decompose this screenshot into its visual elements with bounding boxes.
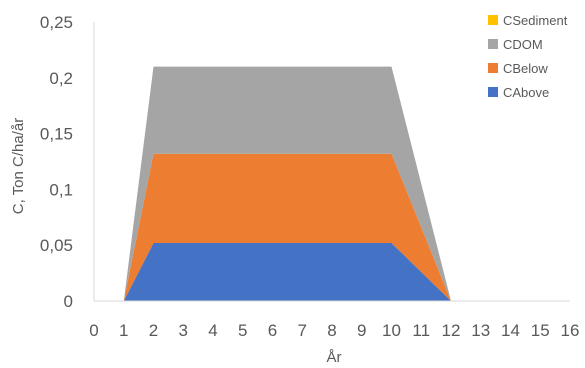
x-tick-label: 10 (382, 321, 401, 340)
legend-label-cdom: CDOM (503, 37, 543, 52)
x-tick-label: 14 (501, 321, 520, 340)
tick-labels-group: 0 1 2 3 4 5 6 7 8 9 10 11 12 13 14 15 1600,050,10,150,20… (40, 13, 580, 340)
axes-group (93, 22, 570, 302)
x-tick-label: 5 (238, 321, 247, 340)
x-tick-label: 16 (561, 321, 580, 340)
legend-label-csediment: CSediment (503, 13, 568, 28)
x-tick-label: 2 (149, 321, 158, 340)
area-series-group (94, 66, 570, 301)
y-tick-label: 0,2 (49, 69, 73, 88)
x-tick-label: 8 (327, 321, 336, 340)
y-tick-label: 0,1 (49, 180, 73, 199)
legend-swatch-csediment (488, 15, 498, 25)
x-axis-title: År (327, 349, 342, 366)
area-cabove (94, 243, 570, 301)
y-tick-label: 0 (64, 292, 73, 311)
x-tick-label: 6 (268, 321, 277, 340)
area-cbelow (94, 153, 570, 301)
legend-swatch-cabove (488, 87, 498, 97)
x-tick-label: 3 (179, 321, 188, 340)
x-tick-label: 9 (357, 321, 366, 340)
legend-swatch-cbelow (488, 63, 498, 73)
x-tick-label: 7 (298, 321, 307, 340)
x-tick-label: 1 (119, 321, 128, 340)
x-tick-label: 15 (531, 321, 550, 340)
x-tick-label: 4 (208, 321, 217, 340)
area-cdom (94, 66, 570, 301)
x-tick-label: 0 (89, 321, 98, 340)
legend-label-cabove: CAbove (503, 85, 549, 100)
legend: CSediment CDOM CBelow CAbove (488, 13, 568, 100)
y-tick-label: 0,05 (40, 236, 73, 255)
x-tick-label: 11 (412, 321, 430, 340)
y-tick-label: 0,25 (40, 13, 73, 32)
x-tick-label: 12 (442, 321, 461, 340)
legend-label-cbelow: CBelow (503, 61, 548, 76)
y-axis-title: C, Ton C/ha/år (10, 118, 27, 214)
x-tick-label: 13 (471, 321, 490, 340)
legend-swatch-cdom (488, 39, 498, 49)
y-tick-label: 0,15 (40, 125, 73, 144)
